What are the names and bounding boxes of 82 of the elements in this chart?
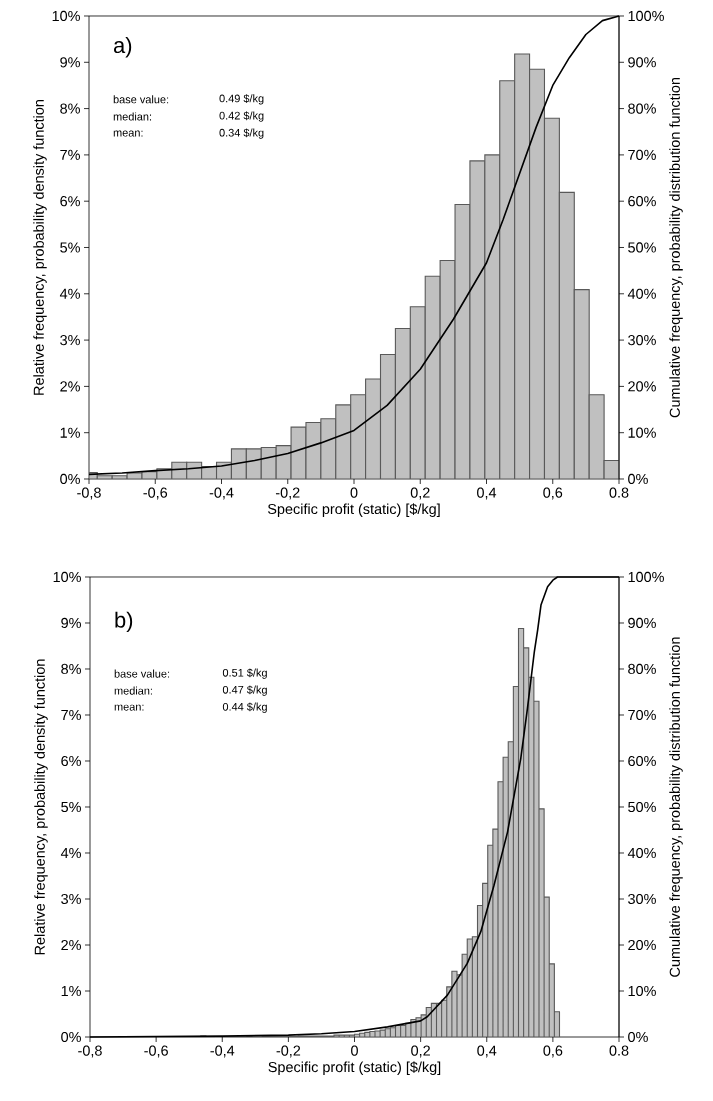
x-tick-label: -0,8: [77, 487, 101, 500]
y-tick-label: 3%: [61, 893, 81, 905]
y2-tick-label: 90%: [628, 57, 656, 68]
x-tick-label: -0,2: [275, 487, 300, 500]
y-tick-label: 6%: [60, 196, 80, 207]
x-tick-label: -0,8: [78, 1045, 102, 1058]
x-tick-label: 0,2: [411, 1045, 430, 1058]
y2-tick-label: 10%: [628, 985, 656, 997]
y-tick-label: 0%: [61, 1031, 81, 1043]
y-tick-label: 1%: [61, 985, 81, 997]
x-tick-label: -0,4: [209, 487, 234, 500]
y2-tick-label: 100%: [628, 571, 664, 583]
annotation: mean:: [113, 130, 143, 137]
x-tick-label: 0,4: [477, 1045, 497, 1058]
annotation: mean:: [114, 704, 144, 711]
y2-axis-title: Cumulative frequency, probability distribution function: [669, 77, 683, 418]
y2-tick-label: 70%: [628, 709, 656, 721]
y2-tick-label: 30%: [628, 334, 656, 346]
x-tick-label: 0.8: [609, 487, 629, 498]
annotation: 0.42 $/kg: [219, 111, 264, 122]
y-tick-label: 1%: [60, 427, 80, 438]
x-tick-label: 0: [350, 487, 358, 498]
y2-tick-label: 60%: [628, 755, 656, 767]
annotation: median:: [113, 112, 152, 121]
y-tick-label: 7%: [61, 709, 81, 721]
annotation: a): [113, 37, 132, 58]
y2-tick-label: 0%: [628, 1031, 648, 1043]
y-tick-label: 8%: [60, 103, 80, 114]
y2-axis-title: Cumulative frequency, probability distribution function: [669, 637, 683, 977]
x-tick-label: 0,6: [543, 487, 563, 500]
y-tick-label: 9%: [61, 617, 81, 629]
x-tick-label: -0,2: [276, 1045, 301, 1058]
y-axis-title: Relative frequency, probability density function: [33, 100, 47, 395]
y-tick-label: 4%: [59, 288, 80, 299]
y-tick-label: 5%: [61, 801, 81, 813]
y-tick-label: 5%: [60, 242, 80, 253]
annotation: base value:: [113, 95, 169, 104]
y2-tick-label: 90%: [628, 617, 656, 629]
y-tick-label: 9%: [60, 57, 80, 68]
y-tick-label: 7%: [60, 149, 80, 160]
y2-tick-label: 80%: [628, 103, 656, 114]
y2-tick-label: 60%: [628, 196, 656, 207]
y-tick-label: 0%: [60, 473, 80, 485]
y2-tick-label: 0%: [628, 473, 648, 485]
y-tick-label: 10%: [52, 10, 80, 22]
x-tick-label: 0,6: [543, 1045, 563, 1058]
x-tick-label: -0,6: [144, 1045, 168, 1058]
y2-tick-label: 20%: [628, 939, 656, 951]
annotation: 0.34 $/kg: [219, 128, 264, 139]
y2-tick-label: 40%: [627, 847, 656, 859]
y-tick-label: 2%: [60, 381, 80, 392]
x-axis-title: Specific profit (static) [$/kg]: [268, 1061, 441, 1075]
y-tick-label: 8%: [61, 663, 81, 675]
x-tick-label: 0.8: [609, 1045, 629, 1056]
x-tick-label: -0,6: [143, 487, 168, 500]
annotation: 0.44 $/kg: [222, 702, 267, 713]
y-tick-label: 6%: [61, 755, 81, 767]
y2-tick-label: 80%: [628, 663, 656, 675]
y2-tick-label: 10%: [628, 427, 656, 438]
annotation: 0.49 $/kg: [219, 94, 264, 105]
y-tick-label: 3%: [60, 334, 80, 346]
y-tick-label: 2%: [61, 939, 81, 951]
y2-tick-label: 100%: [628, 10, 664, 22]
x-tick-label: 0,2: [410, 487, 430, 500]
annotation: 0.51 $/kg: [222, 668, 267, 679]
y-tick-label: 10%: [53, 571, 81, 583]
annotation: base value:: [114, 669, 170, 678]
annotation: median:: [114, 686, 152, 695]
x-axis-title: Specific profit (static) [$/kg]: [267, 503, 440, 517]
y2-tick-label: 30%: [628, 893, 656, 905]
annotation: b): [115, 611, 133, 633]
x-tick-label: -0,4: [210, 1045, 235, 1058]
y2-tick-label: 70%: [628, 149, 656, 160]
x-tick-label: 0,4: [477, 487, 497, 500]
y2-tick-label: 50%: [628, 801, 656, 813]
y2-tick-label: 40%: [627, 288, 656, 299]
y-tick-label: 4%: [60, 847, 81, 859]
x-tick-label: 0: [351, 1045, 358, 1056]
annotation: 0.47 $/kg: [222, 685, 267, 696]
y-axis-title: Relative frequency, probability density function: [34, 659, 48, 955]
y2-tick-label: 20%: [628, 381, 656, 392]
y2-tick-label: 50%: [628, 242, 656, 253]
